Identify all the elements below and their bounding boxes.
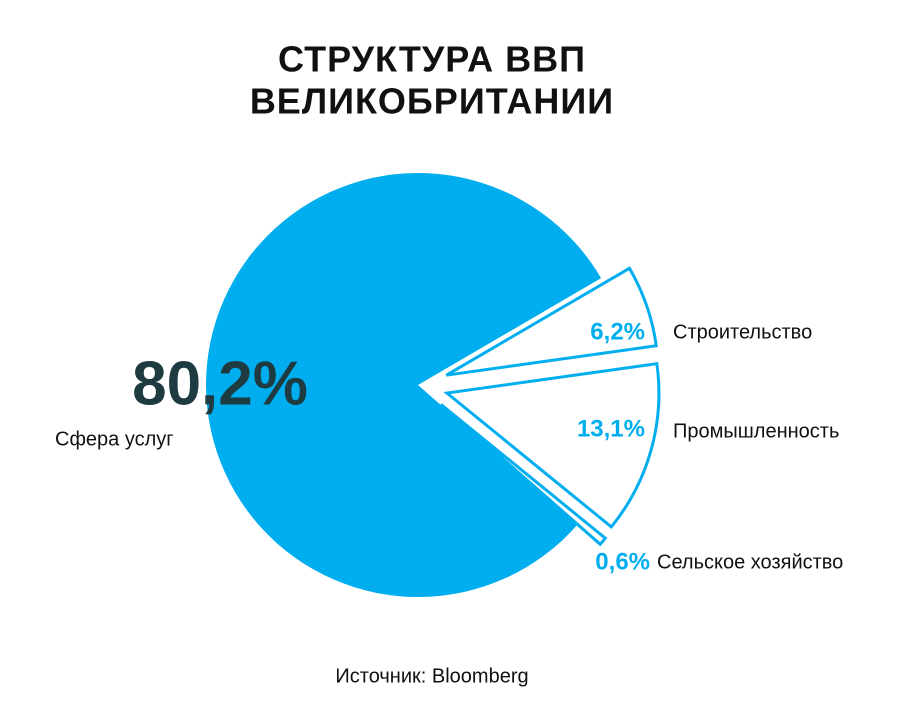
legend-label: Строительство	[673, 321, 812, 343]
value-label: 6,2%	[590, 318, 645, 345]
chart-title: СТРУКТУРА ВВП	[278, 39, 586, 80]
value-label: 13,1%	[577, 415, 645, 442]
legend-label: Сфера услуг	[55, 428, 174, 450]
legend-label: Сельское хозяйство	[657, 551, 843, 573]
value-label: 80,2%	[132, 349, 308, 418]
value-label: 0,6%	[595, 548, 650, 575]
legend-label: Промышленность	[673, 420, 839, 442]
chart-title: ВЕЛИКОБРИТАНИИ	[250, 81, 614, 122]
pie-slice	[439, 403, 608, 547]
source-note: Источник: Bloomberg	[335, 665, 528, 687]
pie-slice	[445, 266, 658, 377]
pie-slice	[206, 173, 602, 598]
pie-slice	[443, 361, 661, 529]
